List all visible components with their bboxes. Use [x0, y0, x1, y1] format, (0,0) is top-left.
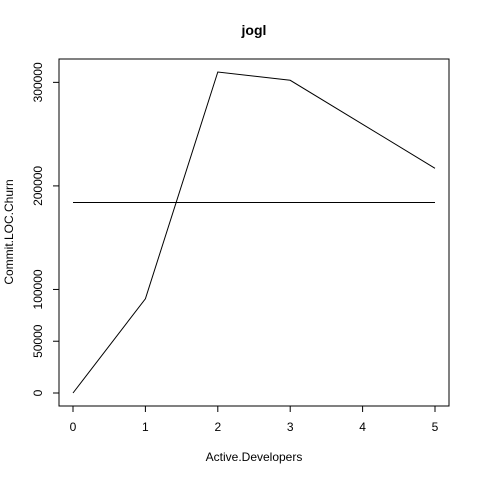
series-layer	[72, 71, 436, 394]
y-tick-label: 200000	[31, 166, 45, 206]
y-tick-label: 50000	[31, 324, 45, 358]
y-tick-label: 100000	[31, 269, 45, 309]
x-tick-label: 5	[432, 420, 439, 434]
y-axis-title: Commit.LOC.Churn	[2, 179, 16, 284]
x-tick-label: 1	[142, 420, 149, 434]
x-tick-label: 3	[287, 420, 294, 434]
y-axis: 0 50000 100000 200000 300000	[31, 62, 60, 396]
x-axis-title: Active.Developers	[206, 450, 303, 464]
y-tick-label: 300000	[31, 62, 45, 102]
x-tick-label: 2	[214, 420, 221, 434]
x-tick-label: 0	[70, 420, 77, 434]
x-tick-label: 4	[359, 420, 366, 434]
x-axis: 0 1 2 3 4 5	[70, 405, 439, 434]
plot-frame	[58, 58, 450, 407]
y-tick-label: 0	[31, 389, 45, 396]
chart-title: jogl	[241, 22, 267, 38]
series-line-churn	[72, 71, 436, 394]
